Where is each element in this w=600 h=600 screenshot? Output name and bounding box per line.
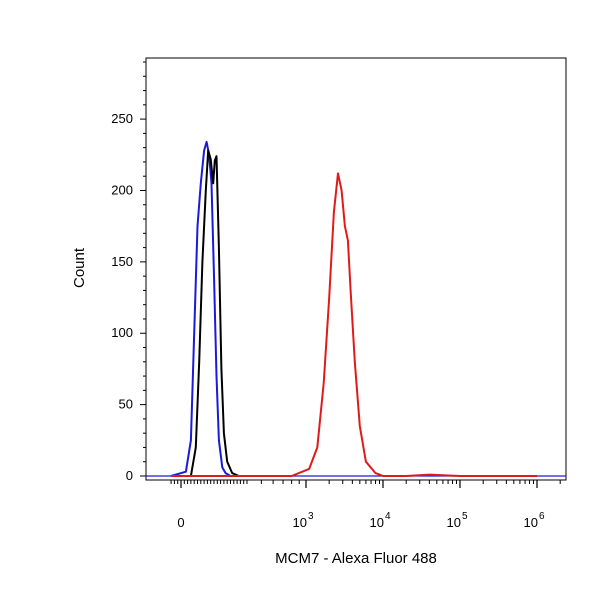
y-axis-title: Count [71, 247, 88, 288]
y-tick-label: 50 [119, 397, 133, 412]
x-tick-label: 106 [523, 511, 544, 530]
series-line-2 [171, 149, 247, 477]
x-tick-label: 104 [369, 511, 390, 530]
y-tick-label: 200 [111, 182, 133, 197]
y-tick-label: 150 [111, 254, 133, 269]
plot-frame [145, 57, 567, 481]
x-axis-title: MCM7 - Alexa Fluor 488 [275, 550, 437, 567]
y-tick-label: 0 [126, 468, 133, 483]
y-tick-label: 250 [111, 111, 133, 126]
y-tick-label: 100 [111, 325, 133, 340]
x-tick-label: 103 [292, 511, 313, 530]
series-line-1 [170, 140, 247, 477]
series-line-3 [171, 172, 537, 477]
x-tick-label: 0 [177, 515, 184, 530]
x-tick-label: 105 [446, 511, 467, 530]
